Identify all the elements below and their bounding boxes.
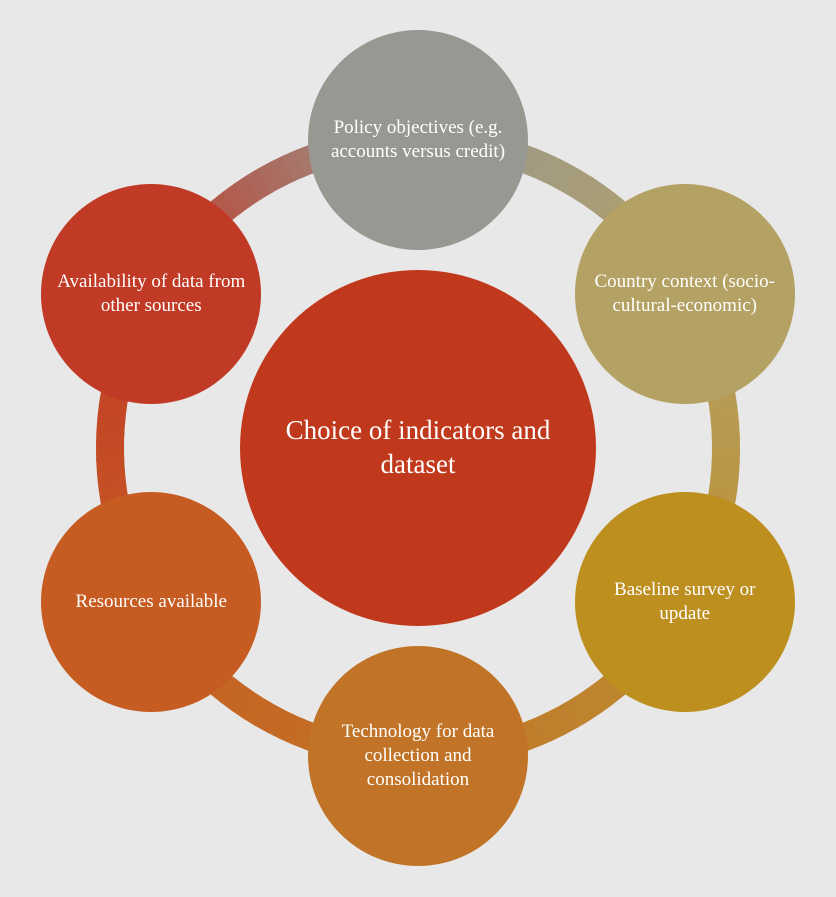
node-country-label: Country context (socio-cultural-economic… bbox=[575, 270, 795, 318]
node-resources-label: Resources available bbox=[62, 590, 241, 614]
hub-label: Choice of indicators and dataset bbox=[240, 414, 596, 482]
node-country: Country context (socio-cultural-economic… bbox=[575, 184, 795, 404]
node-resources: Resources available bbox=[41, 492, 261, 712]
node-policy-label: Policy objectives (e.g. accounts versus … bbox=[308, 116, 528, 164]
node-availability: Availability of data from other sources bbox=[41, 184, 261, 404]
diagram-stage: Choice of indicators and dataset Policy … bbox=[0, 0, 836, 897]
node-policy: Policy objectives (e.g. accounts versus … bbox=[308, 30, 528, 250]
hub-circle: Choice of indicators and dataset bbox=[240, 270, 596, 626]
node-availability-label: Availability of data from other sources bbox=[41, 270, 261, 318]
node-baseline-label: Baseline survey or update bbox=[575, 578, 795, 626]
node-baseline: Baseline survey or update bbox=[575, 492, 795, 712]
node-technology-label: Technology for data collection and conso… bbox=[308, 720, 528, 791]
node-technology: Technology for data collection and conso… bbox=[308, 646, 528, 866]
